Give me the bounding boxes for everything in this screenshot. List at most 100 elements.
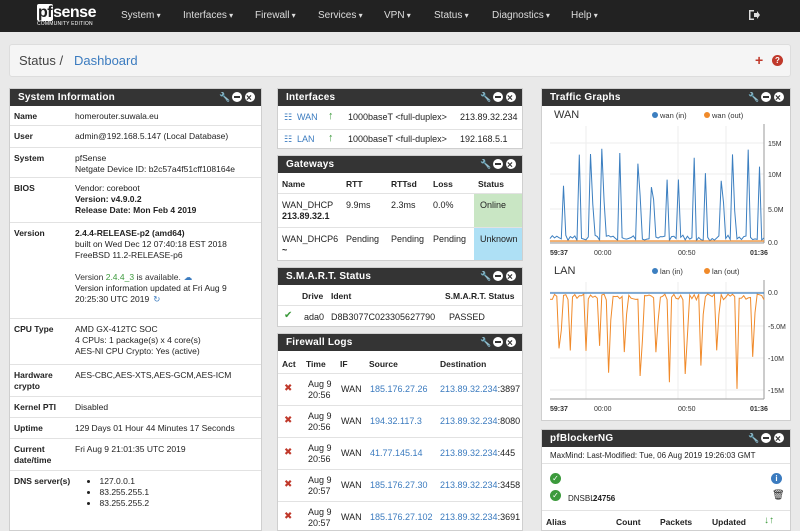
traffic-graphs-svg: WAN wan (in) wan (out) 15M 10M 5.0M 0.0 59:37 00… bbox=[549, 109, 786, 413]
block-icon: ✖ bbox=[284, 511, 293, 522]
close-icon[interactable] bbox=[506, 90, 516, 107]
trash-icon[interactable]: 🗑 bbox=[772, 490, 785, 501]
fwlog-row: ✖ Aug 9 20:56 WAN 41.77.145.14 213.89.32.234:… bbox=[278, 437, 522, 469]
log-source[interactable]: 185.176.27.26 bbox=[370, 384, 428, 394]
log-date: Aug 9 bbox=[308, 507, 332, 517]
menu-diagnostics[interactable]: Diagnostics bbox=[492, 0, 550, 32]
interface-speed: 1000baseT <full-duplex> bbox=[348, 134, 447, 144]
sysinfo-value-line: 127.0.0.1 bbox=[75, 476, 149, 487]
menu-system[interactable]: System bbox=[121, 0, 161, 32]
menu-firewall[interactable]: Firewall bbox=[255, 0, 296, 32]
gateway-rtt: 9.9ms bbox=[346, 200, 371, 210]
close-icon[interactable] bbox=[506, 335, 516, 352]
log-destination[interactable]: 213.89.32.234 bbox=[440, 512, 498, 522]
sysinfo-row: Current date/time Fri Aug 9 21:01:35 UTC … bbox=[10, 438, 261, 470]
minimize-icon[interactable] bbox=[493, 92, 503, 102]
cloud-download-icon[interactable]: ☁ bbox=[183, 272, 193, 282]
log-destination[interactable]: 213.89.32.234 bbox=[440, 480, 498, 490]
breadcrumb-section: Status / bbox=[19, 53, 64, 68]
minimize-icon[interactable] bbox=[493, 271, 503, 281]
close-icon[interactable] bbox=[774, 431, 784, 448]
log-destination[interactable]: 213.89.32.234 bbox=[440, 448, 498, 458]
menu-services[interactable]: Services bbox=[318, 0, 363, 32]
col-rttsd: RTTsd bbox=[391, 179, 417, 189]
interface-name[interactable]: LAN bbox=[297, 134, 315, 144]
wrench-icon[interactable]: 🔧 bbox=[748, 433, 760, 443]
sort-icon[interactable]: ↓↑ bbox=[764, 515, 774, 526]
dnsbl-label: DNSBL: bbox=[568, 494, 597, 503]
sysinfo-value-line: FreeBSD 11.2-RELEASE-p6 bbox=[75, 250, 183, 260]
interface-row-lan: ☷ LAN ↑ 1000baseT <full-duplex> 192.168.… bbox=[278, 129, 522, 148]
sysinfo-value: Vendor: coreboot Version: v4.9.0.2 Release… bbox=[75, 183, 196, 216]
firewall-logs-panel: Firewall Logs 🔧 Act Time IF Source Desti… bbox=[277, 333, 523, 531]
sysinfo-value-line: homerouter.suwala.eu bbox=[75, 111, 159, 121]
interface-name[interactable]: WAN bbox=[297, 112, 318, 122]
legend-label[interactable]: lan (out) bbox=[712, 267, 740, 276]
close-icon[interactable] bbox=[774, 90, 784, 107]
minimize-icon[interactable] bbox=[493, 337, 503, 347]
chart-title: WAN bbox=[554, 109, 579, 121]
wrench-icon[interactable]: 🔧 bbox=[480, 337, 492, 347]
sysinfo-value-line: pfSense bbox=[75, 153, 107, 163]
help-icon[interactable]: ? bbox=[772, 55, 783, 66]
legend-label[interactable]: lan (in) bbox=[660, 267, 683, 276]
sysinfo-value-line: Disabled bbox=[75, 402, 109, 412]
sysinfo-value: pfSense Netgate Device ID: b2c57a4f51cff1… bbox=[75, 153, 235, 175]
menu-status[interactable]: Status bbox=[434, 0, 469, 32]
pfsense-logo[interactable]: pfsense COMMUNITY EDITION bbox=[37, 4, 96, 27]
close-icon[interactable] bbox=[245, 90, 255, 107]
sysinfo-value-line: Release Date: Mon Feb 4 2019 bbox=[75, 205, 197, 215]
sysinfo-value-line: AES-NI CPU Crypto: Yes (active) bbox=[75, 346, 200, 356]
col-alias: Alias bbox=[546, 517, 567, 527]
log-date: Aug 9 bbox=[308, 443, 332, 453]
sysinfo-key: System bbox=[14, 153, 45, 163]
close-icon[interactable] bbox=[506, 269, 516, 286]
menu-interfaces[interactable]: Interfaces bbox=[183, 0, 233, 32]
col-loss: Loss bbox=[433, 179, 453, 189]
minimize-icon[interactable] bbox=[761, 433, 771, 443]
log-source[interactable]: 185.176.27.102 bbox=[370, 512, 433, 522]
smart-header: Drive Ident S.M.A.R.T. Status bbox=[278, 287, 522, 305]
gateway-row: WAN_DHCP 213.89.32.1 9.9ms 2.3ms 0.0% On… bbox=[278, 193, 522, 228]
sysinfo-value-line: 4 CPUs: 1 package(s) x 4 core(s) bbox=[75, 335, 201, 345]
breadcrumb: Status / Dashboard + ? bbox=[9, 44, 791, 77]
panel-title: pfBlockerNG bbox=[550, 433, 614, 444]
minimize-icon[interactable] bbox=[493, 159, 503, 169]
sysinfo-row: Uptime 129 Days 01 Hour 44 Minutes 17 Sec… bbox=[10, 417, 261, 438]
log-source[interactable]: 185.176.27.30 bbox=[370, 480, 428, 490]
x-tick-label: 59:37 bbox=[550, 406, 568, 413]
close-icon[interactable] bbox=[506, 157, 516, 174]
gateways-header: Name RTT RTTsd Loss Status bbox=[278, 175, 522, 193]
wrench-icon[interactable]: 🔧 bbox=[219, 92, 231, 102]
series-line bbox=[549, 292, 765, 389]
sysinfo-key: DNS server(s) bbox=[14, 476, 71, 486]
breadcrumb-page[interactable]: Dashboard bbox=[74, 53, 138, 68]
log-destination[interactable]: 213.89.32.234 bbox=[440, 416, 498, 426]
info-icon[interactable]: i bbox=[771, 473, 782, 484]
menu-vpn[interactable]: VPN bbox=[384, 0, 411, 32]
chart-title: LAN bbox=[554, 265, 575, 277]
sign-out-icon[interactable] bbox=[748, 9, 760, 21]
system-information-panel: System Information 🔧 Name homerouter.suwa… bbox=[9, 88, 262, 531]
log-port: :445 bbox=[497, 448, 516, 458]
refresh-icon[interactable]: ↻ bbox=[153, 294, 161, 304]
minimize-icon[interactable] bbox=[232, 92, 242, 102]
legend-label[interactable]: wan (in) bbox=[659, 111, 687, 120]
available-version-link[interactable]: 2.4.4_3 bbox=[105, 272, 135, 282]
wrench-icon[interactable]: 🔧 bbox=[480, 159, 492, 169]
legend-label[interactable]: wan (out) bbox=[711, 111, 744, 120]
add-widget-icon[interactable]: + bbox=[755, 52, 764, 68]
minimize-icon[interactable] bbox=[761, 92, 771, 102]
wrench-icon[interactable]: 🔧 bbox=[748, 92, 760, 102]
wrench-icon[interactable]: 🔧 bbox=[480, 92, 492, 102]
legend-dot bbox=[704, 268, 710, 274]
wrench-icon[interactable]: 🔧 bbox=[480, 271, 492, 281]
block-icon: ✖ bbox=[284, 383, 293, 394]
log-source[interactable]: 194.32.117.3 bbox=[370, 416, 422, 426]
log-source[interactable]: 41.77.145.14 bbox=[370, 448, 423, 458]
menu-help[interactable]: Help bbox=[571, 0, 598, 32]
sysinfo-row: System pfSense Netgate Device ID: b2c57a4f… bbox=[10, 147, 261, 177]
log-destination[interactable]: 213.89.32.234 bbox=[440, 384, 498, 394]
x-tick-label: 59:37 bbox=[550, 250, 568, 257]
interface-ip: 192.168.5.1 bbox=[460, 134, 508, 144]
